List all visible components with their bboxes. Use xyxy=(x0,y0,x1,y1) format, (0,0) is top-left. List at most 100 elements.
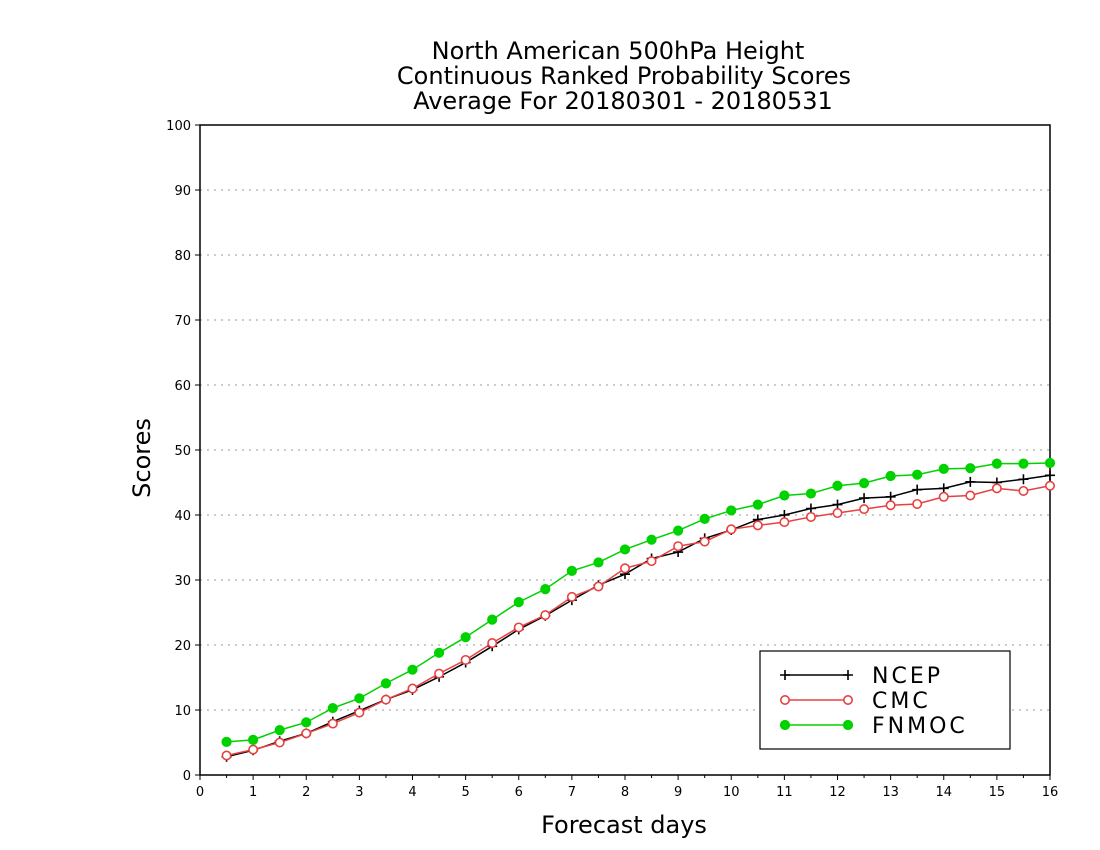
x-tick-label-9: 9 xyxy=(674,785,682,800)
y-axis: 0 10 20 30 40 50 60 70 80 90 100 xyxy=(166,119,200,784)
y-tick-label-20: 20 xyxy=(174,639,191,654)
data-point-cmc xyxy=(434,668,445,679)
data-point-cmc xyxy=(726,524,737,535)
y-tick-label-50: 50 xyxy=(174,444,191,459)
y-tick-label-100: 100 xyxy=(166,119,191,134)
data-point-cmc xyxy=(221,750,232,761)
x-axis-title: Forecast days xyxy=(541,811,707,839)
legend-marker-cmc xyxy=(842,694,853,705)
data-point-fnmoc xyxy=(1018,458,1029,469)
data-point-cmc xyxy=(938,491,949,502)
x-tick-label-0: 0 xyxy=(196,785,204,800)
data-point-fnmoc xyxy=(965,463,976,474)
legend-label-cmc: CMC xyxy=(872,689,931,714)
legend-marker-ncep xyxy=(780,670,790,680)
data-point-fnmoc xyxy=(327,702,338,714)
legend-marker-fnmoc xyxy=(842,719,854,731)
data-point-cmc xyxy=(248,744,259,755)
data-point-fnmoc xyxy=(938,463,949,474)
data-point-cmc xyxy=(991,483,1002,494)
data-point-fnmoc xyxy=(593,557,604,568)
data-point-cmc xyxy=(885,500,896,511)
data-point-fnmoc xyxy=(805,488,817,499)
legend-label-fnmoc: FNMOC xyxy=(872,714,968,739)
data-point-fnmoc xyxy=(301,717,312,728)
x-tick-label-2: 2 xyxy=(302,785,310,800)
data-point-cmc xyxy=(460,654,471,665)
data-point-cmc xyxy=(699,536,710,547)
series-cmc xyxy=(221,480,1056,761)
data-point-fnmoc xyxy=(858,478,870,489)
chart-title-line-2: Continuous Ranked Probability Scores xyxy=(397,62,851,90)
data-point-cmc xyxy=(540,610,551,621)
series-lines xyxy=(221,457,1056,762)
data-point-fnmoc xyxy=(885,470,896,482)
data-point-fnmoc xyxy=(991,458,1002,469)
data-point-ncep xyxy=(832,499,843,510)
x-tick-label-6: 6 xyxy=(515,785,523,800)
data-point-cmc xyxy=(619,563,630,574)
data-point-fnmoc xyxy=(248,734,259,746)
chart-title: North American 500hPa Height Continuous … xyxy=(397,37,851,115)
y-tick-label-70: 70 xyxy=(174,314,191,329)
data-point-cmc xyxy=(274,737,285,748)
y-tick-label-30: 30 xyxy=(174,574,191,589)
x-tick-label-13: 13 xyxy=(882,785,899,800)
x-tick-label-16: 16 xyxy=(1042,785,1059,800)
y-tick-label-60: 60 xyxy=(174,379,191,394)
data-point-cmc xyxy=(327,718,338,729)
x-tick-label-12: 12 xyxy=(829,785,846,800)
data-point-ncep xyxy=(1018,474,1029,485)
data-point-cmc xyxy=(566,591,577,602)
data-point-cmc xyxy=(779,517,790,528)
x-tick-label-11: 11 xyxy=(776,785,793,800)
y-tick-label-40: 40 xyxy=(174,509,191,524)
series-line-ncep xyxy=(226,474,1051,758)
x-tick-label-4: 4 xyxy=(408,785,416,800)
data-point-ncep xyxy=(885,491,896,502)
data-point-ncep xyxy=(938,483,949,494)
x-tick-label-3: 3 xyxy=(355,785,363,800)
data-point-fnmoc xyxy=(673,525,684,536)
chart-title-line-1: North American 500hPa Height xyxy=(432,37,805,65)
data-point-ncep xyxy=(1045,470,1055,481)
data-point-cmc xyxy=(1045,480,1056,491)
data-point-cmc xyxy=(805,511,816,522)
data-point-cmc xyxy=(832,508,843,519)
y-tick-label-10: 10 xyxy=(174,704,191,719)
data-point-fnmoc xyxy=(433,647,445,658)
data-point-cmc xyxy=(513,622,524,633)
data-point-fnmoc xyxy=(726,505,737,516)
y-tick-label-80: 80 xyxy=(174,249,191,264)
legend-marker-ncep xyxy=(843,670,853,680)
data-point-fnmoc xyxy=(832,480,843,491)
data-point-cmc xyxy=(407,683,418,694)
data-point-cmc xyxy=(752,520,763,531)
x-tick-label-14: 14 xyxy=(935,785,952,800)
x-tick-label-7: 7 xyxy=(568,785,576,800)
y-tick-label-90: 90 xyxy=(174,184,191,199)
data-point-fnmoc xyxy=(274,725,285,736)
y-tick-label-0: 0 xyxy=(183,769,191,784)
data-point-fnmoc xyxy=(566,565,577,577)
data-point-ncep xyxy=(965,476,976,487)
data-point-cmc xyxy=(380,694,391,705)
data-point-fnmoc xyxy=(752,499,763,510)
data-point-cmc xyxy=(912,498,923,509)
data-point-cmc xyxy=(859,504,870,515)
data-point-fnmoc xyxy=(407,664,418,675)
x-tick-label-5: 5 xyxy=(461,785,469,800)
chart-title-line-3: Average For 20180301 - 20180531 xyxy=(413,87,833,115)
x-tick-label-1: 1 xyxy=(249,785,257,800)
legend-label-ncep: NCEP xyxy=(872,664,943,689)
data-point-cmc xyxy=(354,707,365,718)
legend-marker-cmc xyxy=(779,694,790,705)
data-point-cmc xyxy=(646,556,657,567)
data-point-fnmoc xyxy=(912,469,923,480)
x-axis: 0 1 2 3 4 5 6 7 8 9 10 11 12 13 14 15 16 xyxy=(196,775,1058,800)
data-point-fnmoc xyxy=(619,544,631,555)
data-point-ncep xyxy=(859,493,870,504)
x-tick-label-10: 10 xyxy=(723,785,740,800)
data-point-fnmoc xyxy=(1044,457,1056,469)
